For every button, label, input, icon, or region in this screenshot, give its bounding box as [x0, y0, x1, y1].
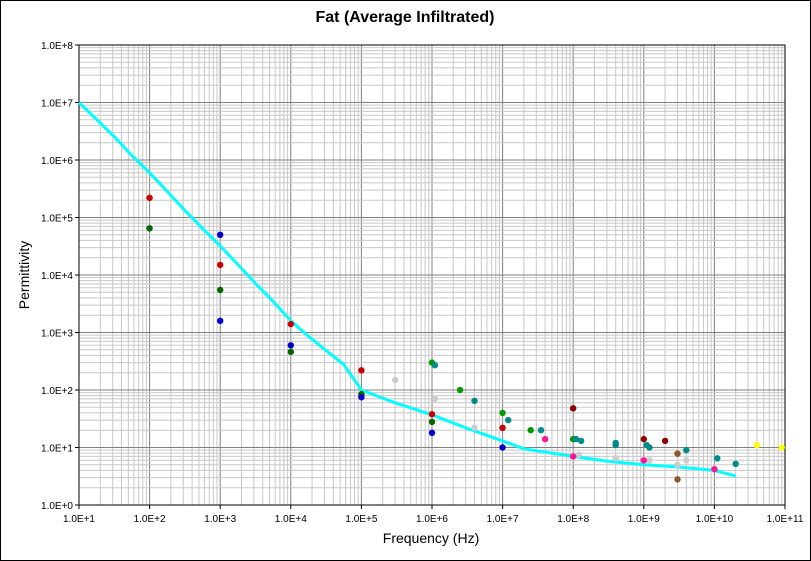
data-point: [570, 405, 577, 412]
x-tick-label: 1.0E+6: [416, 514, 448, 525]
x-tick-label: 1.0E+8: [557, 514, 589, 525]
y-tick-label: 1.0E+3: [41, 329, 73, 340]
data-points-layer: [146, 194, 785, 483]
data-point: [217, 261, 224, 269]
data-point: [674, 450, 681, 457]
x-axis-label: Frequency (Hz): [383, 530, 479, 546]
data-point: [646, 444, 653, 451]
fit-curve: [77, 101, 737, 478]
y-axis-label: Permittivity: [16, 241, 32, 309]
data-point: [358, 367, 365, 374]
x-tick-label: 1.0E+9: [628, 514, 660, 525]
x-tick-label: 1.0E+3: [204, 514, 236, 525]
y-tick-label: 1.0E+7: [41, 99, 73, 110]
data-point: [217, 286, 224, 294]
data-point: [527, 427, 534, 434]
data-point: [287, 348, 294, 356]
data-point: [683, 446, 690, 454]
data-point: [778, 444, 785, 451]
x-tick-label: 1.0E+1: [63, 514, 95, 525]
data-point: [640, 435, 647, 443]
data-point: [505, 416, 512, 424]
data-point: [711, 466, 718, 473]
x-tick-label: 1.0E+2: [134, 514, 166, 525]
data-point: [428, 411, 436, 418]
data-point: [661, 437, 669, 445]
data-point: [646, 457, 653, 464]
data-point: [578, 437, 585, 445]
data-point: [753, 441, 761, 449]
data-point: [499, 424, 506, 431]
data-point: [575, 451, 582, 458]
data-point: [537, 427, 545, 434]
y-tick-label: 1.0E+1: [41, 444, 73, 455]
grid-lines: [78, 45, 785, 506]
data-point: [431, 395, 439, 403]
data-point: [358, 394, 365, 401]
y-tick-label: 1.0E+4: [41, 271, 73, 282]
x-axis-ticks: 1.0E+1 1.0E+2 1.0E+3 1.0E+4 1.0E+5 1.0E+6 1.0E…: [63, 505, 804, 525]
data-point: [456, 386, 464, 394]
data-point: [674, 476, 681, 483]
x-tick-label: 1.0E+7: [487, 514, 519, 525]
data-point: [541, 435, 549, 443]
data-point: [732, 460, 739, 467]
data-point: [391, 376, 399, 384]
data-point: [217, 231, 224, 238]
x-tick-label: 1.0E+10: [696, 514, 734, 525]
data-point: [714, 455, 721, 462]
data-point: [640, 457, 647, 464]
data-point: [674, 461, 681, 468]
data-point: [570, 453, 577, 460]
y-tick-label: 1.0E+2: [41, 386, 73, 397]
data-point: [471, 397, 478, 404]
y-tick-label: 1.0E+0: [41, 501, 73, 512]
data-point: [471, 424, 478, 431]
data-point: [428, 418, 436, 425]
data-point: [612, 455, 619, 462]
x-tick-label: 1.0E+5: [345, 514, 377, 525]
data-point: [146, 194, 153, 201]
x-tick-label: 1.0E+11: [767, 514, 804, 525]
x-tick-label: 1.0E+4: [275, 514, 307, 525]
data-point: [431, 362, 439, 369]
y-axis-ticks: 1.0E+0 1.0E+1 1.0E+2 1.0E+3 1.0E+4 1.0E+5 1.0E…: [41, 41, 79, 512]
data-point: [146, 225, 153, 232]
data-point: [217, 317, 224, 324]
data-point: [683, 457, 690, 464]
data-point: [499, 444, 506, 451]
fit-curve-layer: [77, 101, 737, 478]
data-point: [287, 320, 294, 328]
y-tick-label: 1.0E+6: [41, 156, 73, 167]
y-tick-label: 1.0E+8: [41, 41, 73, 52]
data-point: [612, 441, 619, 449]
data-point: [287, 342, 294, 349]
data-point: [428, 429, 436, 436]
y-tick-label: 1.0E+5: [41, 214, 73, 225]
data-point: [572, 435, 580, 443]
data-point: [499, 409, 506, 417]
chart-title: Fat (Average Infiltrated): [316, 9, 495, 26]
